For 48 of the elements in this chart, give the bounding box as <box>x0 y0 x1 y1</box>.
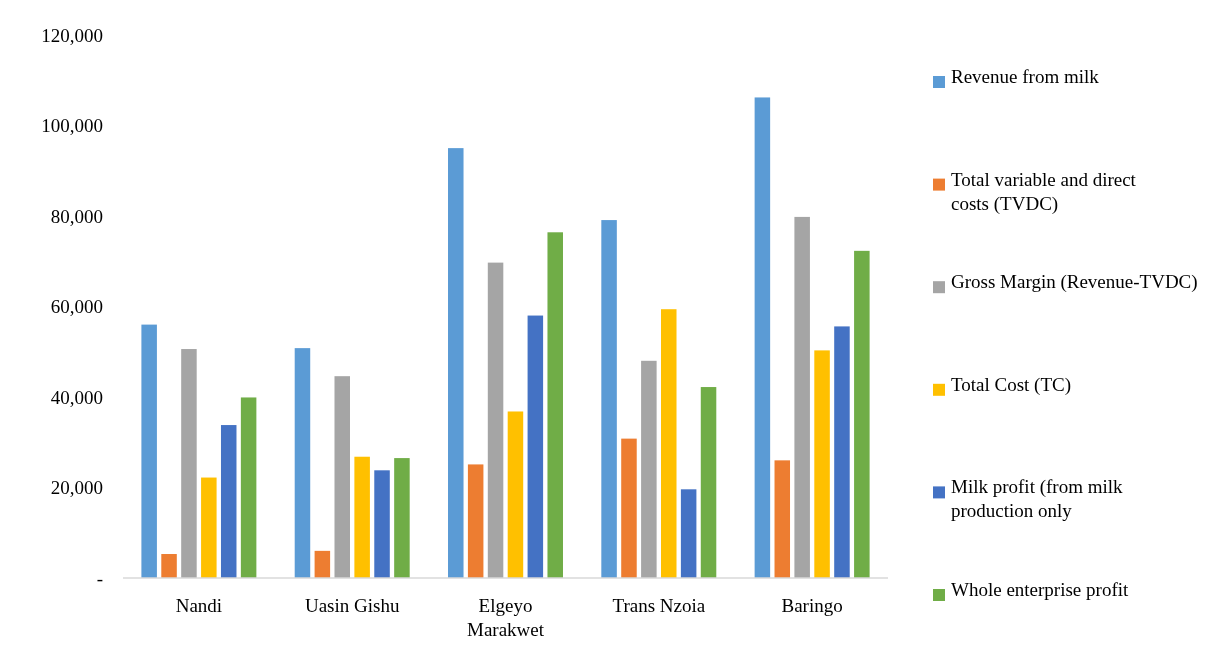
bar <box>240 397 257 578</box>
legend-label: Whole enterprise profit <box>951 579 1129 600</box>
bar <box>201 477 217 578</box>
bar <box>774 460 791 578</box>
bar <box>680 489 697 578</box>
bar <box>601 220 617 578</box>
bar <box>354 456 370 578</box>
bar <box>547 232 563 578</box>
bar <box>814 350 830 578</box>
y-tick-label: 100,000 <box>41 115 103 137</box>
bar <box>621 438 637 578</box>
bar <box>507 411 524 578</box>
bar <box>394 458 410 578</box>
legend-label: Total variable and direct costs (TVDC) <box>951 168 1137 215</box>
bar <box>641 360 657 578</box>
x-tick-label: Elgeyo Marakwet <box>466 595 545 640</box>
bar <box>854 250 870 578</box>
bar <box>374 470 390 578</box>
bar <box>487 262 504 578</box>
bar <box>661 309 677 578</box>
y-tick-label: 120,000 <box>41 24 103 46</box>
y-tick-label: - <box>96 567 103 589</box>
bar <box>467 464 484 578</box>
bar <box>314 550 331 578</box>
y-tick-label: 40,000 <box>50 386 103 408</box>
bar <box>334 376 351 578</box>
legend-label: Total Cost (TC) <box>951 373 1072 396</box>
x-tick-label: Uasin Gishu <box>304 595 400 616</box>
bar <box>294 348 311 578</box>
y-tick-label: 80,000 <box>50 205 103 227</box>
bar <box>700 387 717 578</box>
bar <box>161 554 177 578</box>
bar <box>220 425 237 578</box>
x-tick-label: Baringo <box>781 595 843 616</box>
bar <box>794 216 810 578</box>
x-tick-label: Nandi <box>175 595 223 616</box>
legend-label: Milk profit (from milk production only <box>951 476 1124 522</box>
bar <box>141 324 157 578</box>
x-tick-label: Trans Nzoia <box>612 595 706 616</box>
bar <box>527 315 544 578</box>
legend-label: Revenue from milk <box>951 66 1100 87</box>
bar <box>448 148 464 578</box>
y-tick-label: 60,000 <box>50 296 103 318</box>
bar <box>834 326 850 578</box>
legend-label: Gross Margin (Revenue-TVDC) <box>951 271 1198 294</box>
y-tick-label: 20,000 <box>50 477 103 499</box>
bar <box>181 349 197 578</box>
bar <box>754 97 771 578</box>
